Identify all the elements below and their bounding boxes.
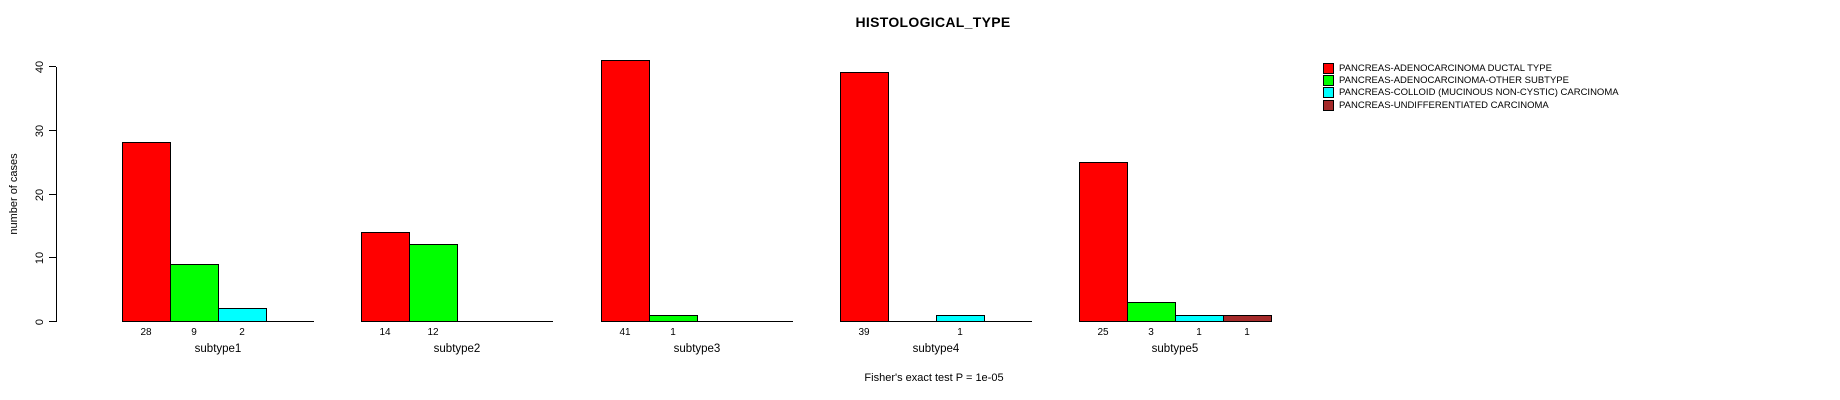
- legend-item-label: PANCREAS-ADENOCARCINOMA DUCTAL TYPE: [1339, 62, 1552, 74]
- y-axis-tick-label: 0: [34, 318, 46, 325]
- bar: [1127, 302, 1176, 322]
- legend-swatch: [1323, 87, 1334, 99]
- bar-value-label: 28: [140, 327, 152, 338]
- y-axis-line: [56, 67, 57, 322]
- y-axis-tick-label: 20: [34, 188, 46, 201]
- legend-swatch: [1323, 75, 1334, 87]
- y-axis-tick-label: 10: [34, 251, 46, 264]
- chart-title: HISTOLOGICAL_TYPE: [855, 14, 1011, 30]
- bar-value-label: 1: [1196, 327, 1202, 338]
- y-axis-tick: [49, 194, 56, 195]
- bar-value-label: 2: [239, 327, 245, 338]
- x-axis-category-label: subtype5: [1151, 343, 1199, 355]
- bar-value-label: 3: [1148, 327, 1154, 338]
- bar-value-label: 1: [957, 327, 963, 338]
- legend-item-label: PANCREAS-ADENOCARCINOMA-OTHER SUBTYPE: [1339, 75, 1569, 87]
- bar-value-label: 14: [379, 327, 391, 338]
- x-axis-category-label: subtype2: [433, 343, 481, 355]
- y-axis-tick: [49, 130, 56, 131]
- y-axis-tick-label: 30: [34, 124, 46, 137]
- bar: [170, 264, 219, 322]
- y-axis-tick: [49, 66, 56, 67]
- y-axis-tick: [49, 321, 56, 322]
- bar-value-label: 12: [427, 327, 439, 338]
- bar: [601, 60, 650, 322]
- bar: [649, 315, 698, 322]
- bar-value-label: 25: [1097, 327, 1109, 338]
- x-axis-category-label: subtype3: [673, 343, 721, 355]
- legend-item: PANCREAS-ADENOCARCINOMA-OTHER SUBTYPE: [1323, 74, 1619, 87]
- x-axis-category-label: subtype1: [194, 343, 242, 355]
- legend-item: PANCREAS-ADENOCARCINOMA DUCTAL TYPE: [1323, 62, 1619, 74]
- bar: [840, 72, 889, 322]
- y-axis-tick: [49, 257, 56, 258]
- x-axis-category-label: subtype4: [912, 343, 960, 355]
- bar: [122, 142, 171, 322]
- legend-item-label: PANCREAS-COLLOID (MUCINOUS NON-CYSTIC) C…: [1339, 87, 1619, 99]
- legend-swatch: [1323, 62, 1334, 74]
- bar-value-label: 1: [1244, 327, 1250, 338]
- bar: [1079, 162, 1128, 322]
- y-axis-label: number of cases: [8, 153, 20, 235]
- legend: PANCREAS-ADENOCARCINOMA DUCTAL TYPE PANCR…: [1323, 62, 1619, 112]
- bar: [1175, 315, 1224, 322]
- bar: [1223, 315, 1272, 322]
- bar-value-label: 41: [619, 327, 631, 338]
- bar-value-label: 39: [858, 327, 870, 338]
- legend-item: PANCREAS-COLLOID (MUCINOUS NON-CYSTIC) C…: [1323, 87, 1619, 99]
- legend-swatch: [1323, 99, 1334, 111]
- bar: [218, 308, 267, 322]
- bar: [361, 232, 410, 322]
- bar-value-label: 9: [191, 327, 197, 338]
- y-axis-tick-label: 40: [34, 60, 46, 73]
- fisher-test-note: Fisher's exact test P = 1e-05: [864, 372, 1004, 384]
- bar: [409, 244, 458, 322]
- bar: [936, 315, 985, 322]
- legend-item-label: PANCREAS-UNDIFFERENTIATED CARCINOMA: [1339, 99, 1549, 111]
- bar-value-label: 1: [670, 327, 676, 338]
- legend-item: PANCREAS-UNDIFFERENTIATED CARCINOMA: [1323, 99, 1619, 111]
